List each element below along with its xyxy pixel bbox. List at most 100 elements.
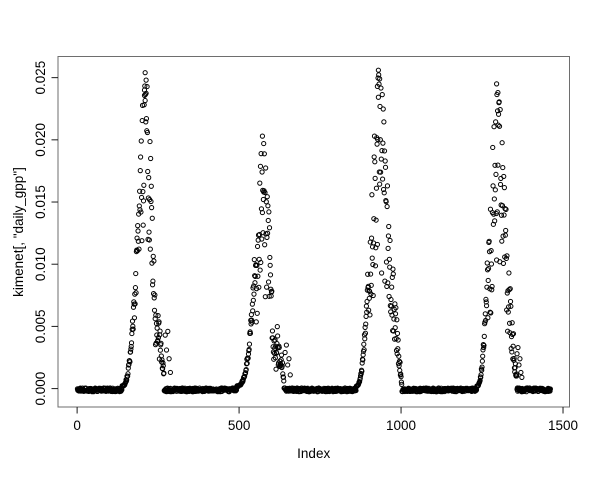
y-tick-label: 0.015 <box>33 185 48 219</box>
data-point <box>159 357 165 363</box>
data-point <box>133 290 139 296</box>
data-point <box>149 215 155 221</box>
data-point <box>395 337 401 343</box>
data-point <box>397 359 403 365</box>
data-point <box>133 270 139 277</box>
data-point <box>519 374 525 380</box>
data-point <box>388 303 394 309</box>
data-point <box>265 217 271 224</box>
data-point <box>496 123 503 129</box>
data-point <box>493 171 499 178</box>
data-point <box>507 286 513 292</box>
data-point <box>250 308 256 314</box>
x-axis-ticks: 0 500 1000 1500 <box>73 407 578 433</box>
data-point <box>374 83 380 89</box>
data-point <box>390 266 396 272</box>
data-point <box>511 355 517 362</box>
data-point <box>373 185 380 191</box>
data-point <box>398 379 404 385</box>
data-point <box>379 92 385 98</box>
data-point <box>144 83 150 90</box>
data-point <box>367 312 373 318</box>
data-point <box>256 284 262 290</box>
data-point <box>485 315 491 321</box>
data-point <box>266 209 272 215</box>
data-point <box>127 359 133 365</box>
data-point <box>375 94 381 100</box>
data-point <box>393 305 399 311</box>
data-point <box>150 278 156 284</box>
data-point <box>388 296 394 303</box>
data-point <box>492 218 498 224</box>
data-point <box>136 246 142 252</box>
data-point <box>392 325 398 331</box>
data-point <box>161 370 167 376</box>
data-point <box>152 316 158 322</box>
data-point <box>373 217 379 223</box>
data-point <box>262 242 268 248</box>
data-point <box>509 349 515 355</box>
data-point <box>148 183 154 189</box>
data-point <box>157 332 163 338</box>
data-point <box>147 138 153 145</box>
data-point <box>259 209 266 216</box>
data-point <box>269 288 275 294</box>
data-point <box>488 310 494 316</box>
data-point <box>285 362 291 368</box>
data-point <box>149 282 156 288</box>
data-point <box>371 154 377 160</box>
data-point <box>514 373 520 379</box>
y-tick-label: 0.010 <box>33 247 48 281</box>
data-point <box>154 325 160 331</box>
data-point <box>372 263 379 269</box>
data-point <box>516 362 522 368</box>
data-point <box>271 338 277 344</box>
data-point <box>281 378 287 384</box>
data-point <box>287 372 293 378</box>
data-point <box>160 360 166 366</box>
data-point <box>145 168 151 175</box>
data-point <box>497 107 503 113</box>
data-point <box>254 262 260 269</box>
data-point <box>258 259 264 266</box>
data-point <box>399 381 405 387</box>
data-point <box>259 236 265 242</box>
data-point <box>508 303 514 309</box>
data-point <box>398 374 404 380</box>
data-point <box>142 97 148 104</box>
data-point <box>139 238 145 244</box>
data-point <box>265 279 272 285</box>
x-tick-label: 1500 <box>548 418 578 433</box>
data-point <box>491 211 497 217</box>
data-point <box>506 320 513 326</box>
data-point <box>501 212 507 218</box>
x-tick-label: 1000 <box>386 418 416 433</box>
data-point <box>384 183 391 189</box>
data-point <box>367 288 373 294</box>
data-point <box>261 151 267 157</box>
data-point <box>499 238 505 244</box>
data-point <box>250 297 256 303</box>
data-point <box>264 284 270 290</box>
data-point <box>137 188 143 194</box>
data-point <box>253 319 259 325</box>
data-point <box>479 364 485 370</box>
y-tick-label: 0.025 <box>33 61 48 95</box>
data-point <box>362 336 368 342</box>
data-point <box>254 310 260 316</box>
data-point <box>146 237 152 243</box>
data-point <box>477 377 483 383</box>
data-point <box>130 323 136 329</box>
data-point <box>375 67 381 73</box>
data-point <box>128 346 134 352</box>
data-point <box>369 192 375 198</box>
data-point <box>507 298 514 305</box>
data-point <box>485 277 491 284</box>
data-point <box>167 369 174 376</box>
data-point <box>138 154 144 160</box>
data-point <box>131 315 138 321</box>
data-point <box>515 344 521 351</box>
data-point <box>378 169 384 175</box>
data-point <box>379 270 385 276</box>
